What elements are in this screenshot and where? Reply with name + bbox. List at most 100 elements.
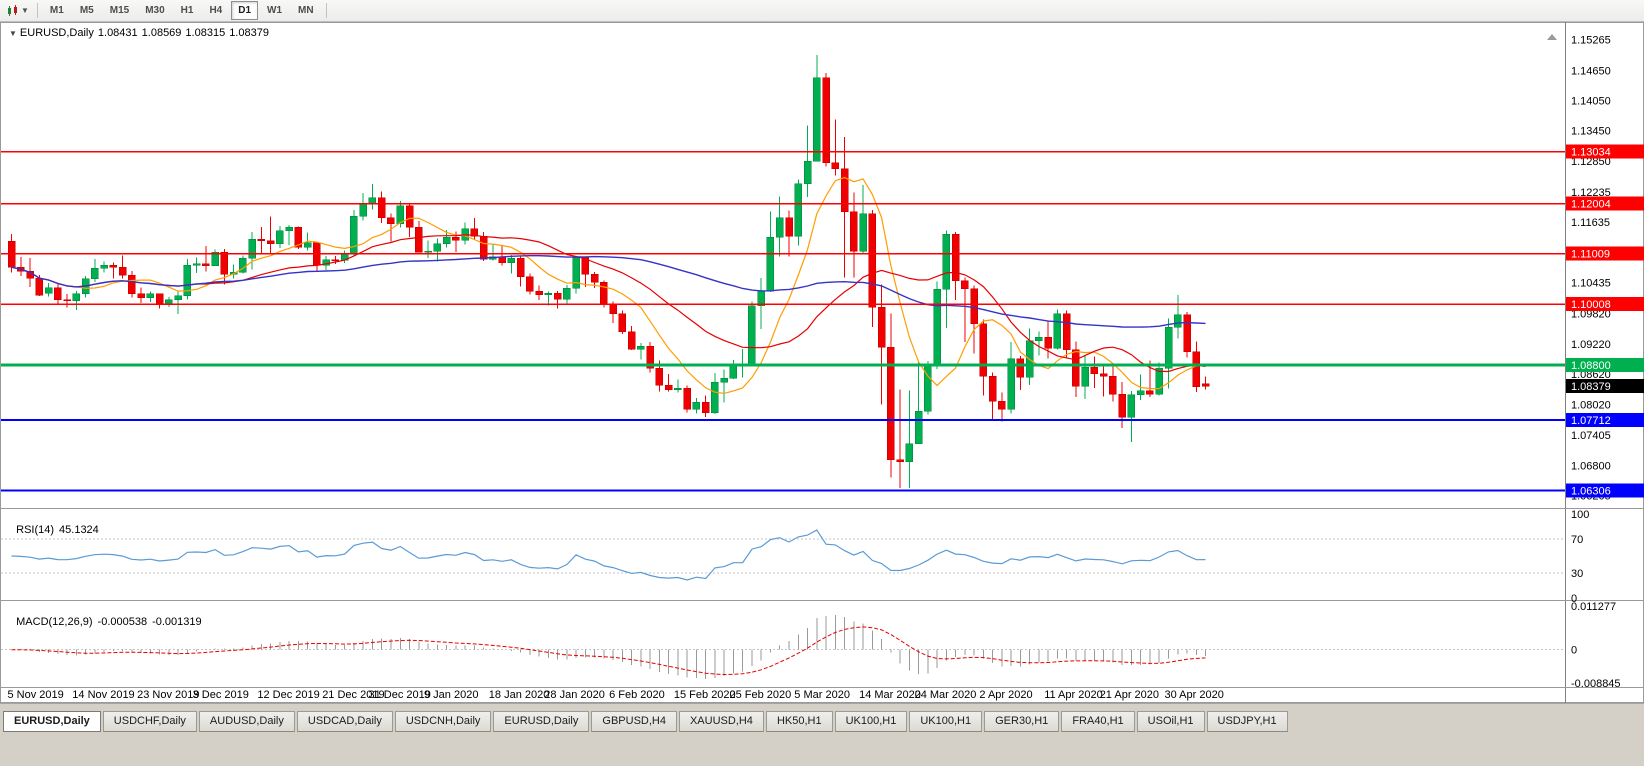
top-toolbar: ▼ M1 M5 M15 M30 H1 H4 D1 W1 MN [0, 0, 1644, 22]
rsi-axis-tick: 30 [1571, 568, 1583, 580]
tab-usdjpy-h1[interactable]: USDJPY,H1 [1206, 711, 1288, 732]
price-axis-tick: 1.11635 [1571, 217, 1610, 229]
date-axis-tick: 21 Dec 2019 [322, 689, 384, 701]
price-axis-tick: 1.10435 [1571, 278, 1611, 290]
current-price-label: 1.08379 [1571, 381, 1611, 393]
macd-caption: MACD(12,26,9) -0.000538 -0.001319 [10, 604, 207, 628]
toolbar-separator [325, 3, 327, 18]
price-axis-tick: 1.12235 [1571, 187, 1611, 199]
hline-price-label: 1.12004 [1571, 199, 1611, 211]
timeframe-button-m30[interactable]: M30 [145, 5, 165, 16]
ohlc-low: 1.08315 [185, 27, 226, 39]
ohlc-high: 1.08569 [141, 27, 182, 39]
macd-value: -0.000538 [97, 616, 148, 628]
hline-price-label: 1.10008 [1571, 299, 1611, 311]
date-axis-tick: 5 Mar 2020 [794, 689, 850, 701]
horizontal-line-objects[interactable] [1, 150, 1565, 492]
price-axis-tick: 1.12850 [1571, 156, 1611, 168]
timeframe-button-m15[interactable]: M15 [109, 5, 130, 16]
timeframe-button-group: M1 M5 M15 M30 H1 H4 D1 W1 MN [42, 1, 322, 20]
rsi-axis-tick: 0 [1571, 593, 1577, 605]
hline-price-label: 1.06306 [1571, 486, 1611, 498]
macd-signal-line [11, 626, 1206, 676]
tab-hk50-h1[interactable]: HK50,H1 [765, 711, 833, 732]
price-axis-tick: 1.07405 [1571, 430, 1611, 442]
tab-usdcad-daily[interactable]: USDCAD,Daily [296, 711, 393, 732]
tab-ger30-h1[interactable]: GER30,H1 [984, 711, 1060, 732]
candlestick-chart-icon [8, 4, 17, 16]
macd-axis-tick: 0 [1571, 645, 1577, 657]
price-axis-tick: 1.15265 [1571, 34, 1611, 46]
price-axis[interactable]: 1.15265 1.14650 1.14050 1.13450 1.12850 1.122… [1566, 34, 1644, 503]
tab-eurusd-daily[interactable]: EURUSD,Daily [493, 711, 590, 732]
candlestick-series [7, 55, 1210, 488]
tab-audusd-daily[interactable]: AUDUSD,Daily [198, 711, 295, 732]
timeframe-button-h4[interactable]: H4 [209, 5, 223, 16]
price-axis-tick: 1.08620 [1571, 369, 1611, 381]
macd-signal-value: -0.001319 [152, 616, 202, 628]
date-axis-tick: 9 Jan 2020 [424, 689, 478, 701]
date-axis-tick: 14 Nov 2019 [72, 689, 134, 701]
chart-object-marker-icon: ▼ [9, 28, 17, 38]
price-axis-tick: 1.09220 [1571, 339, 1611, 351]
hline-price-label: 1.08800 [1571, 360, 1611, 372]
date-axis-tick: 18 Jan 2020 [489, 689, 550, 701]
timeframe-button-m1[interactable]: M1 [49, 5, 64, 16]
date-axis-tick: 24 Mar 2020 [915, 689, 977, 701]
price-axis-tick: 1.13450 [1571, 126, 1611, 138]
toolbar-separator [36, 3, 38, 18]
tab-eurusd-daily[interactable]: EURUSD,Daily [3, 711, 101, 732]
tab-gbpusd-h4[interactable]: GBPUSD,H4 [591, 711, 677, 732]
tab-usoil-h1[interactable]: USOil,H1 [1136, 711, 1205, 732]
date-axis-tick: 14 Mar 2020 [859, 689, 921, 701]
date-axis-tick: 6 Feb 2020 [609, 689, 665, 701]
chart-symbol-period: EURUSD,Daily [19, 27, 94, 39]
hline-price-label: 1.13034 [1571, 147, 1611, 159]
chart-windows-button[interactable]: ▼ [3, 1, 33, 21]
date-axis-tick: 11 Apr 2020 [1044, 689, 1103, 701]
timeframe-button-h1[interactable]: H1 [180, 5, 194, 16]
tab-usdchf-daily[interactable]: USDCHF,Daily [102, 711, 197, 732]
date-axis-tick: 30 Apr 2020 [1165, 689, 1224, 701]
tab-xauusd-h4[interactable]: XAUUSD,H4 [678, 711, 764, 732]
price-axis-tick: 1.14050 [1571, 96, 1611, 108]
timeframe-button-mn[interactable]: MN [298, 5, 314, 16]
price-axis-tick: 1.06800 [1571, 461, 1611, 473]
rsi-axis-tick: 70 [1571, 534, 1583, 546]
tab-uk100-h1[interactable]: UK100,H1 [834, 711, 908, 732]
date-axis-tick: 12 Dec 2019 [257, 689, 319, 701]
rsi-axis-tick: 100 [1571, 509, 1589, 521]
macd-name: MACD(12,26,9) [16, 616, 93, 628]
macd-axis-tick: 0.011277 [1571, 601, 1616, 613]
chart-tabs: EURUSD,Daily USDCHF,Daily AUDUSD,Daily USDC… [0, 704, 1644, 732]
timeframe-button-d1[interactable]: D1 [231, 1, 259, 20]
timeframe-button-w1[interactable]: W1 [267, 5, 283, 16]
macd-histogram [20, 614, 1207, 680]
macd-axis-tick: -0.008845 [1571, 678, 1621, 690]
price-axis-tick: 1.08020 [1571, 399, 1611, 411]
date-axis-tick: 2 Apr 2020 [979, 689, 1032, 701]
chart-scroll-icon[interactable] [1547, 34, 1557, 40]
tab-fra40-h1[interactable]: FRA40,H1 [1061, 711, 1135, 732]
ohlc-open: 1.08431 [97, 27, 138, 39]
status-bar [0, 732, 1644, 766]
date-axis-tick: 15 Feb 2020 [674, 689, 736, 701]
date-axis-tick: 31 Dec 2019 [369, 689, 431, 701]
tab-usdcnh-daily[interactable]: USDCNH,Daily [394, 711, 492, 732]
tab-uk100-h1[interactable]: UK100,H1 [909, 711, 983, 732]
current-price-label-bg [1566, 379, 1644, 394]
date-axis-tick: 23 Nov 2019 [137, 689, 199, 701]
ohlc-close: 1.08379 [229, 27, 269, 39]
rsi-caption: RSI(14) 45.1324 [10, 512, 104, 536]
moving-average-line-50 [11, 254, 1206, 328]
dropdown-caret-icon: ▼ [21, 5, 29, 15]
price-axis-tick: 1.09820 [1571, 309, 1611, 321]
price-pane[interactable] [7, 55, 1210, 488]
hline-price-label: 1.07712 [1571, 415, 1611, 427]
timeframe-button-m5[interactable]: M5 [79, 5, 94, 16]
date-axis-tick: 21 Apr 2020 [1100, 689, 1159, 701]
chart-tab-bar: EURUSD,Daily USDCHF,Daily AUDUSD,Daily USDC… [0, 703, 1644, 765]
date-axis-tick: 28 Jan 2020 [544, 689, 605, 701]
